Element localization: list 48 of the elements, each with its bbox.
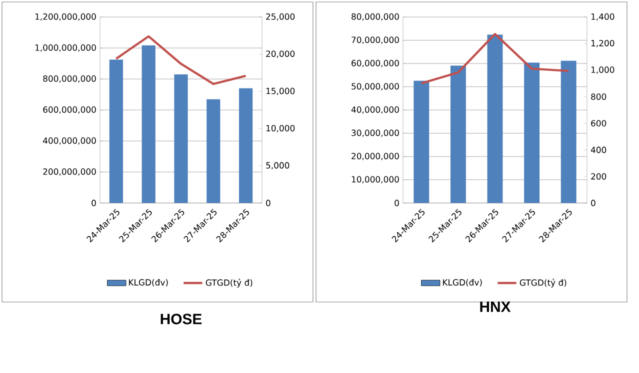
y-tick-label: 400,000,000 xyxy=(43,137,96,145)
line-series xyxy=(115,35,247,86)
y-tick-label: 200,000,000 xyxy=(43,168,96,176)
y-tick-label: 0 xyxy=(92,200,96,206)
bar xyxy=(487,34,503,203)
y-tick-label: 1,200,000,000 xyxy=(35,13,96,21)
bar xyxy=(450,66,466,203)
y-tick-label: 800,000,000 xyxy=(43,75,96,83)
y2-tick-label: 15,000 xyxy=(266,88,295,96)
y-tick-label: 60,000,000 xyxy=(352,60,399,68)
legend-label: GTGD(tỷ đ) xyxy=(520,278,566,288)
bar xyxy=(238,88,253,203)
bar xyxy=(206,99,220,203)
y2-tick-label: 0 xyxy=(591,200,596,206)
y-tick-label: 1,000,000,000 xyxy=(35,44,96,52)
y2-tick-label: 10,000 xyxy=(266,124,295,132)
y2-tick-label: 400 xyxy=(590,146,606,154)
bar xyxy=(174,74,188,203)
y-tick-label: 80,000,000 xyxy=(352,13,399,21)
y2-tick-label: 0 xyxy=(266,200,270,206)
y2-tick-label: 800 xyxy=(591,94,606,100)
y-tick-label: 50,000,000 xyxy=(352,83,399,90)
y2-tick-label: 1,200 xyxy=(591,40,614,48)
y2-tick-label: 1,000 xyxy=(591,66,614,74)
y-tick-label: 20,000,000 xyxy=(352,152,399,160)
y-tick-label: 0 xyxy=(394,200,399,206)
bar xyxy=(414,80,430,203)
y2-tick-label: 25,000 xyxy=(266,13,295,21)
bar xyxy=(560,60,576,203)
y-tick-label: 70,000,000 xyxy=(352,36,399,44)
y-tick-label: 30,000,000 xyxy=(352,130,399,137)
y-tick-label: 600,000,000 xyxy=(43,106,96,114)
y2-tick-label: 200 xyxy=(591,173,606,180)
bar xyxy=(109,60,124,203)
text: HOSE xyxy=(160,314,202,324)
y-tick-label: 40,000,000 xyxy=(351,106,399,114)
y2-tick-label: 600 xyxy=(591,120,606,126)
y2-tick-label: 1,400 xyxy=(591,13,614,21)
legend-label: KLGD(đv) xyxy=(129,279,168,287)
bar xyxy=(524,62,540,203)
legend-label: GTGD(tỷ đ) xyxy=(206,278,252,288)
line-series xyxy=(420,32,570,84)
y2-tick-label: 5,000 xyxy=(266,162,290,170)
y-tick-label: 10,000,000 xyxy=(352,176,399,184)
text: HNX xyxy=(480,302,511,312)
legend-label: KLGD(đv) xyxy=(443,279,482,287)
bar xyxy=(142,45,156,203)
y2-tick-label: 20,000 xyxy=(266,50,295,58)
